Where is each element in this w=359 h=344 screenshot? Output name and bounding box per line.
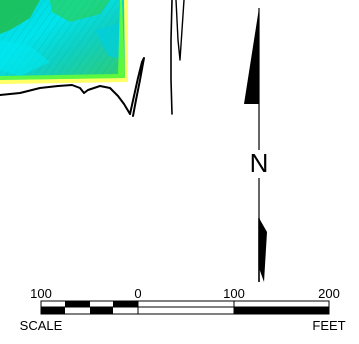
scale-tick-label: 200 [318,286,340,301]
contour-surface [0,0,128,84]
scale-tick-label: 0 [134,286,141,301]
site-boundary-lines [0,0,185,117]
north-label: N [250,148,269,178]
scale-tick-label: 100 [30,286,52,301]
units-caption: FEET [312,318,345,333]
scale-bar: 100 0 100 200 SCALE FEET [20,286,346,333]
scale-tick-label: 100 [223,286,245,301]
scale-caption: SCALE [20,318,63,333]
north-arrow-icon: N [244,8,268,282]
